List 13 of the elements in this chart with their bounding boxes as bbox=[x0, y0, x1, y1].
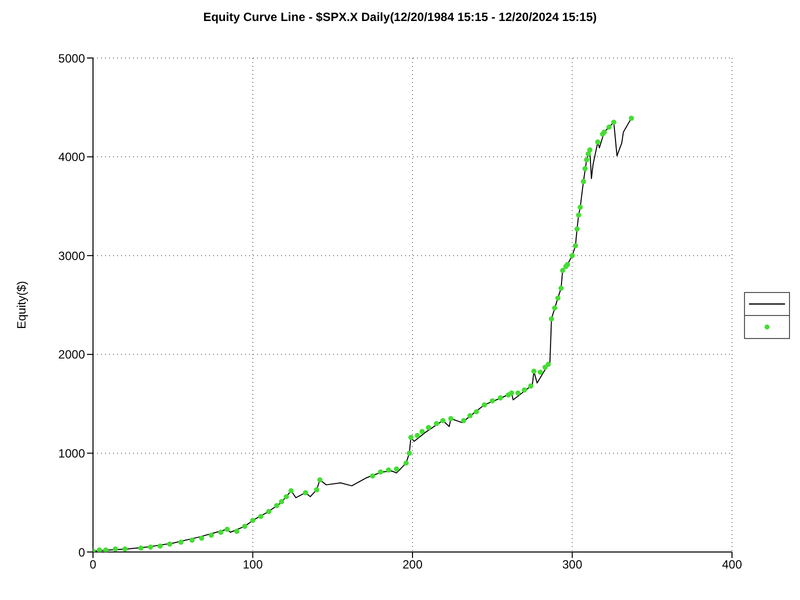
x-tick-label: 100 bbox=[242, 558, 264, 572]
chart-title: Equity Curve Line - $SPX.X Daily(12/20/1984 15:15 - 12/20/2024 15:15) bbox=[202, 9, 598, 26]
y-tick-label: 4000 bbox=[58, 150, 86, 164]
x-tick-label: 400 bbox=[722, 558, 742, 572]
x-tick-label: 0 bbox=[90, 558, 97, 572]
y-tick-label: 2000 bbox=[58, 348, 86, 362]
y-axis-title: Equity($) bbox=[14, 280, 28, 330]
y-tick-label: 3000 bbox=[58, 248, 86, 263]
y-tick-label: 5000 bbox=[58, 51, 86, 66]
y-tick-label: 0 bbox=[78, 545, 86, 560]
x-tick-label: 300 bbox=[562, 558, 583, 572]
x-tick-label: 200 bbox=[402, 558, 423, 572]
y-tick-label: 1000 bbox=[58, 446, 86, 460]
